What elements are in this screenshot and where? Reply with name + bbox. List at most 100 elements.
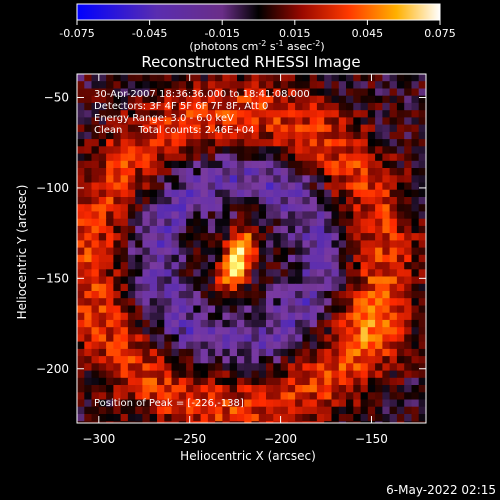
heatmap-cell bbox=[251, 81, 260, 90]
heatmap-cell bbox=[404, 406, 413, 415]
heatmap-cell bbox=[353, 102, 362, 111]
heatmap-cell bbox=[135, 406, 144, 415]
heatmap-cell bbox=[382, 131, 391, 140]
heatmap-cell bbox=[113, 392, 122, 401]
heatmap-cell bbox=[338, 291, 347, 299]
heatmap-cell bbox=[207, 153, 216, 162]
heatmap-cell bbox=[266, 204, 274, 213]
heatmap-cell bbox=[229, 146, 238, 155]
heatmap-cell bbox=[367, 204, 376, 213]
heatmap-cell bbox=[113, 319, 122, 328]
heatmap-cell bbox=[309, 305, 318, 314]
heatmap-cell bbox=[251, 124, 260, 133]
heatmap-cell bbox=[404, 225, 413, 234]
heatmap-cell bbox=[360, 131, 369, 140]
heatmap-cell bbox=[360, 377, 369, 386]
heatmap-cell bbox=[404, 312, 413, 321]
heatmap-cell bbox=[287, 204, 296, 213]
heatmap-cell bbox=[331, 182, 340, 191]
x-tick-label: −300 bbox=[82, 432, 115, 446]
heatmap-cell bbox=[237, 233, 245, 241]
heatmap-cell bbox=[237, 291, 245, 299]
heatmap-cell bbox=[200, 240, 209, 249]
heatmap-cell bbox=[302, 160, 311, 169]
heatmap-cell bbox=[106, 218, 114, 227]
heatmap-cell bbox=[316, 189, 325, 198]
heatmap-cell bbox=[418, 399, 426, 408]
heatmap-cell bbox=[127, 204, 136, 213]
heatmap-cell bbox=[273, 334, 282, 343]
heatmap-cell bbox=[215, 247, 223, 256]
heatmap-cell bbox=[149, 254, 158, 263]
heatmap-cell bbox=[353, 95, 362, 104]
heatmap-cell bbox=[91, 298, 100, 307]
heatmap-cell bbox=[353, 283, 362, 292]
heatmap-cell bbox=[193, 377, 202, 386]
heatmap-cell bbox=[360, 204, 369, 213]
heatmap-cell bbox=[382, 240, 391, 249]
heatmap-cell bbox=[186, 218, 194, 227]
heatmap-cell bbox=[367, 269, 376, 278]
heatmap-cell bbox=[149, 414, 158, 422]
heatmap-cell bbox=[324, 124, 333, 133]
heatmap-cell bbox=[382, 356, 391, 364]
heatmap-cell bbox=[338, 117, 347, 126]
heatmap-cell bbox=[418, 262, 426, 270]
heatmap-cell bbox=[273, 319, 282, 328]
heatmap-cell bbox=[142, 146, 151, 155]
heatmap-cell bbox=[200, 197, 209, 205]
heatmap-cell bbox=[127, 298, 136, 307]
heatmap-cell bbox=[404, 81, 413, 90]
heatmap-cell bbox=[316, 348, 325, 357]
heatmap-cell bbox=[396, 291, 405, 299]
heatmap-cell bbox=[149, 146, 158, 155]
heatmap-cell bbox=[411, 283, 420, 292]
heatmap-cell bbox=[287, 95, 296, 104]
heatmap-cell bbox=[193, 421, 202, 423]
heatmap-cell bbox=[222, 414, 231, 422]
heatmap-cell bbox=[171, 81, 180, 90]
heatmap-cell bbox=[164, 406, 173, 415]
heatmap-cell bbox=[120, 88, 129, 97]
heatmap-cell bbox=[266, 298, 274, 307]
heatmap-cell bbox=[411, 262, 420, 270]
heatmap-cell bbox=[84, 139, 93, 147]
heatmap-cell bbox=[106, 117, 114, 126]
heatmap-cell bbox=[360, 211, 369, 220]
heatmap-cell bbox=[389, 291, 398, 299]
heatmap-cell bbox=[244, 269, 253, 278]
heatmap-cell bbox=[258, 175, 267, 184]
heatmap-cell bbox=[382, 124, 391, 133]
heatmap-cell bbox=[360, 102, 369, 111]
heatmap-cell bbox=[338, 88, 347, 97]
heatmap-cell bbox=[157, 225, 165, 234]
heatmap-cell bbox=[120, 348, 129, 357]
heatmap-cell bbox=[135, 269, 144, 278]
heatmap-cell bbox=[266, 189, 274, 198]
heatmap-cell bbox=[157, 414, 165, 422]
heatmap-cell bbox=[309, 269, 318, 278]
heatmap-cell bbox=[193, 247, 202, 256]
heatmap-cell bbox=[127, 218, 136, 227]
heatmap-cell bbox=[302, 319, 311, 328]
heatmap-cell bbox=[84, 146, 93, 155]
heatmap-cell bbox=[215, 74, 223, 82]
heatmap-cell bbox=[244, 363, 253, 372]
heatmap-cell bbox=[404, 363, 413, 372]
heatmap-cell bbox=[251, 175, 260, 184]
heatmap-cell bbox=[237, 377, 245, 386]
heatmap-cell bbox=[418, 197, 426, 205]
heatmap-cell bbox=[280, 269, 289, 278]
heatmap-cell bbox=[186, 160, 194, 169]
heatmap-cell bbox=[396, 377, 405, 386]
heatmap-cell bbox=[280, 341, 289, 350]
heatmap-cell bbox=[200, 189, 209, 198]
heatmap-cell bbox=[418, 168, 426, 176]
heatmap-cell bbox=[404, 240, 413, 249]
heatmap-cell bbox=[346, 74, 354, 82]
heatmap-cell bbox=[113, 153, 122, 162]
heatmap-cell bbox=[258, 225, 267, 234]
heatmap-cell bbox=[149, 204, 158, 213]
heatmap-cell bbox=[273, 211, 282, 220]
heatmap-cell bbox=[375, 131, 383, 140]
